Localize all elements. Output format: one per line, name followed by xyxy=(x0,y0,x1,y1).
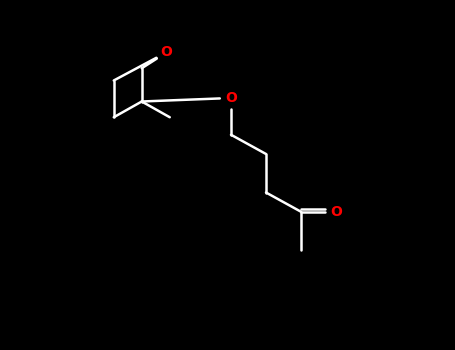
Text: O: O xyxy=(330,205,342,219)
Text: O: O xyxy=(160,46,172,60)
Text: O: O xyxy=(225,91,237,105)
